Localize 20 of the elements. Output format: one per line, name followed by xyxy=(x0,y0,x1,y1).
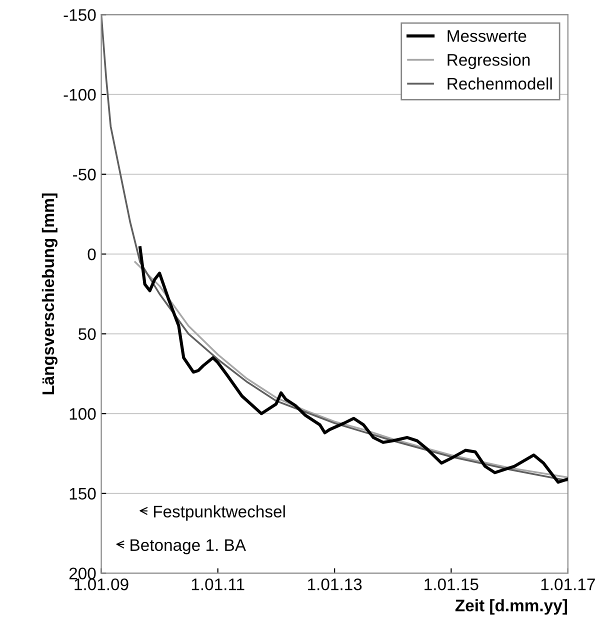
y-tick-label: 100 xyxy=(70,408,96,420)
annotation: Betonage 1. BA xyxy=(130,539,246,554)
y-tick-label: 150 xyxy=(70,488,96,500)
y-tick-label: 200 xyxy=(69,568,96,580)
x-tick-label: 1.01.11 xyxy=(192,578,244,590)
annotation: Festpunktwechsel xyxy=(154,505,285,521)
y-tick-label: -100 xyxy=(64,88,96,101)
x-tick-label: 1.01.17 xyxy=(541,578,595,590)
x-tick-label: 1.01.15 xyxy=(424,578,478,590)
y-tick-label: -50 xyxy=(73,168,96,180)
y-tick-label: 50 xyxy=(78,328,96,340)
x-axis-title: Zeit [d.mm.yy] xyxy=(455,599,567,615)
y-tick-label: 0 xyxy=(88,248,96,260)
legend-label: Messwerte xyxy=(448,30,526,42)
x-tick-label: 1.01.13 xyxy=(308,578,362,590)
legend-label: Regression xyxy=(448,54,530,70)
y-axis-title: Längsverschiebung [mm] xyxy=(42,193,58,394)
legend-label: Rechenmodell xyxy=(448,77,552,90)
y-tick-label: -150 xyxy=(64,9,96,21)
x-tick-label: 1.01.09 xyxy=(74,578,128,590)
